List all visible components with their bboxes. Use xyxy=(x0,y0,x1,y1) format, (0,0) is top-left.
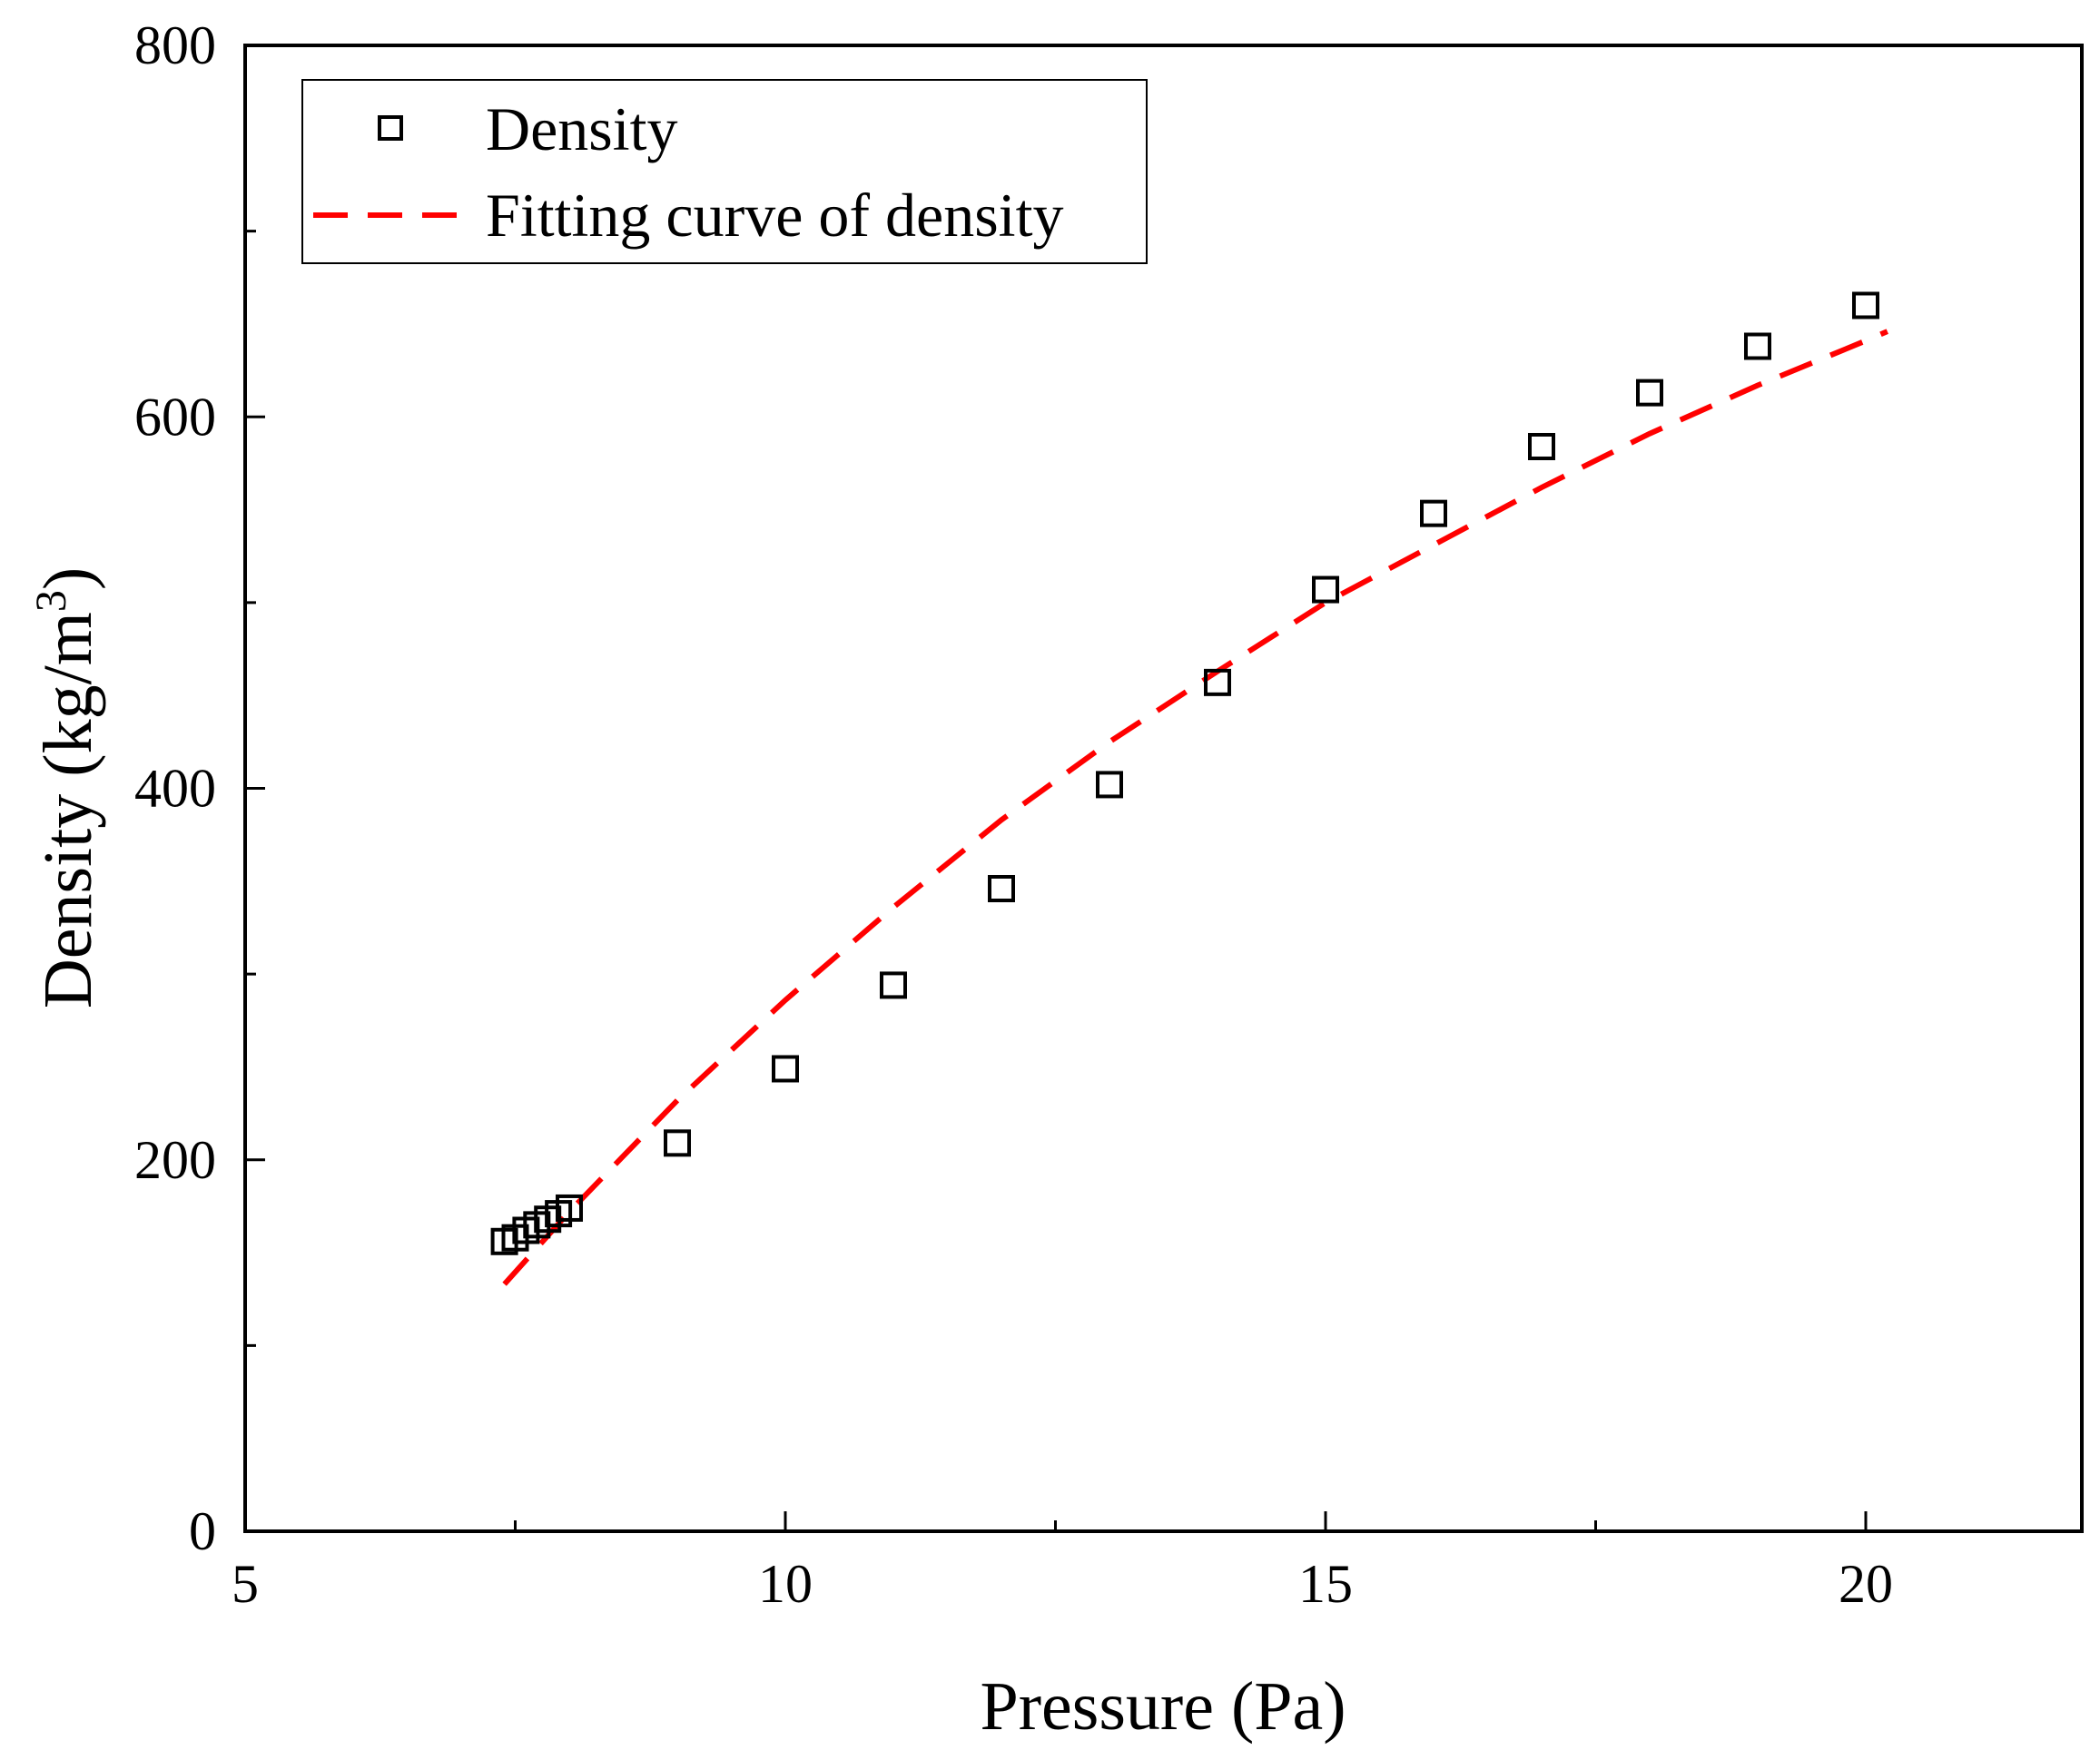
density-point xyxy=(988,874,1015,902)
y-tick-label: 200 xyxy=(134,1130,216,1190)
axis-ticks xyxy=(243,44,1868,1533)
density-point xyxy=(1312,575,1339,604)
y-tick-label: 600 xyxy=(134,387,216,447)
x-axis-title: Pressure (Pa) xyxy=(980,1668,1346,1745)
y-axis-title: Density (kg/m3) xyxy=(27,567,106,1008)
y-axis-title-main: Density (kg/m xyxy=(30,612,106,1008)
fit-curve-line xyxy=(502,329,1888,1286)
legend-label-density: Density xyxy=(486,94,678,163)
y-tick-label: 800 xyxy=(134,15,216,75)
y-tick-labels: 0 200 400 600 800 xyxy=(134,15,216,1561)
legend-marker-density xyxy=(378,115,403,141)
legend: Density Fitting curve of density xyxy=(301,79,1148,264)
density-point xyxy=(880,971,907,999)
y-axis-title-superscript: 3 xyxy=(27,590,75,612)
density-point xyxy=(1204,668,1231,696)
density-point xyxy=(556,1194,583,1222)
density-point xyxy=(1528,432,1555,460)
density-point xyxy=(1096,771,1123,799)
density-point xyxy=(1636,379,1663,407)
density-point xyxy=(664,1129,691,1157)
plot-area xyxy=(243,44,2084,1533)
x-tick-label: 5 xyxy=(232,1554,259,1614)
legend-box xyxy=(301,79,1148,264)
data-marker-layer xyxy=(490,291,1879,1255)
y-tick-label: 0 xyxy=(189,1501,216,1561)
x-tick-label: 15 xyxy=(1298,1554,1353,1614)
y-axis-title-close: ) xyxy=(30,567,106,590)
x-tick-label: 10 xyxy=(758,1554,813,1614)
density-point xyxy=(1744,332,1771,360)
legend-label-fit: Fitting curve of density xyxy=(486,181,1063,250)
x-tick-label: 20 xyxy=(1839,1554,1893,1614)
y-tick-label: 400 xyxy=(134,759,216,819)
density-point xyxy=(1420,499,1447,527)
density-point xyxy=(1852,291,1879,320)
fit-curve-layer xyxy=(502,329,1888,1286)
x-tick-labels: 5 10 15 20 xyxy=(232,1554,1893,1614)
density-point xyxy=(772,1055,799,1083)
